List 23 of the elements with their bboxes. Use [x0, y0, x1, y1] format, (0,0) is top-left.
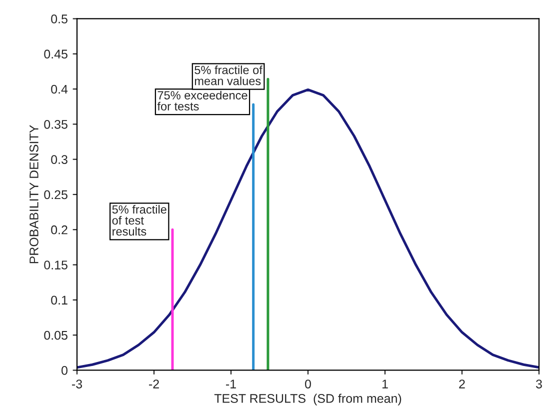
- x-tick-label: -3: [72, 380, 82, 388]
- y-tick-label: 0.45: [44, 50, 68, 59]
- annotation: 5% fractile of test results: [112, 204, 166, 236]
- y-tick-label: 0.5: [51, 14, 68, 24]
- annotation: 75% exceedence for tests: [157, 90, 248, 110]
- y-tick-label: 0.35: [44, 120, 68, 129]
- y-tick-label: 0.15: [44, 260, 68, 270]
- y-tick-label: 0: [62, 366, 68, 375]
- y-tick-label: 0.2: [51, 225, 68, 234]
- x-axis-title: TEST RESULTS (SD from mean): [214, 394, 402, 406]
- y-tick-label: 0.3: [51, 155, 68, 164]
- y-tick-label: 0.1: [51, 296, 68, 305]
- x-tick-label: 0: [305, 380, 311, 388]
- x-tick-label: -2: [149, 380, 159, 388]
- x-tick-label: 1: [382, 380, 388, 388]
- x-tick-label: 2: [459, 380, 465, 388]
- y-tick-label: 0.05: [44, 330, 68, 340]
- y-tick-label: 0.25: [44, 190, 68, 200]
- x-tick-label: 3: [536, 380, 542, 388]
- x-tick-label: -1: [226, 380, 236, 388]
- y-axis-title: PROBABILITY DENSITY: [30, 125, 38, 264]
- annotation: 5% fractile of mean values: [194, 66, 262, 86]
- y-tick-label: 0.4: [51, 84, 68, 94]
